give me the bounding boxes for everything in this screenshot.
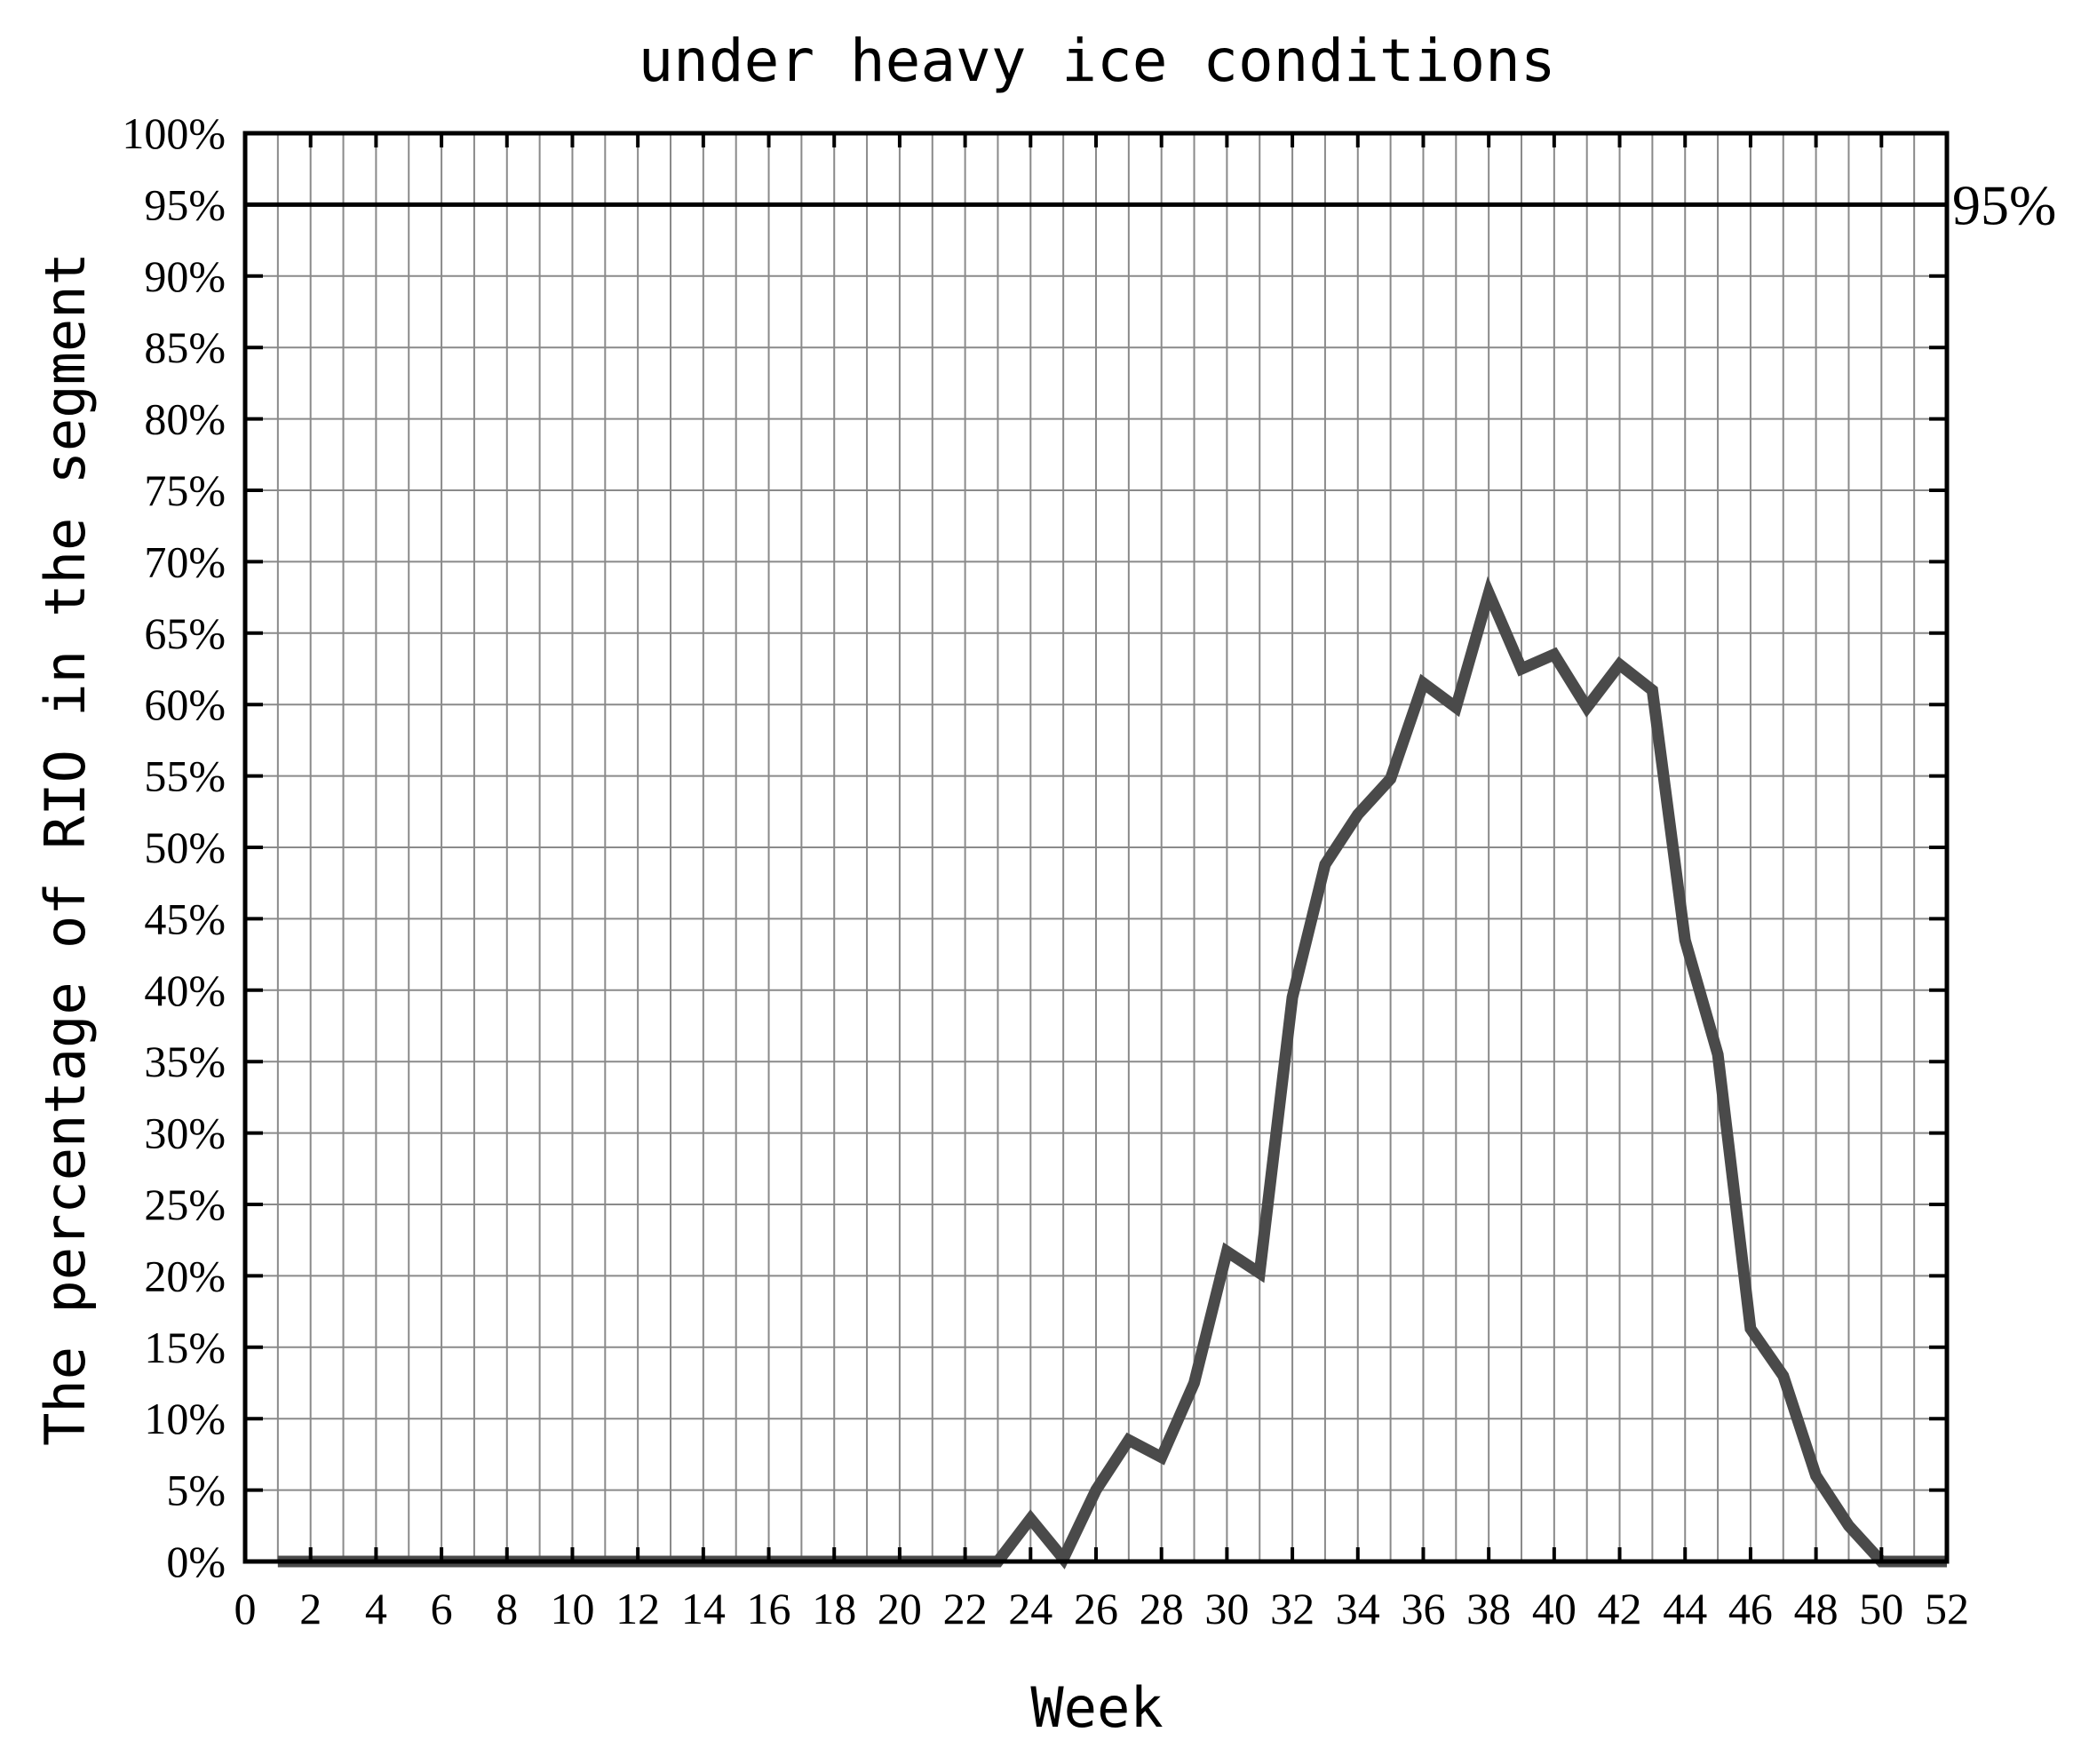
y-tick-label: 20% bbox=[144, 1251, 226, 1300]
x-tick-label: 46 bbox=[1728, 1584, 1773, 1633]
chart-title: under heavy ice conditions bbox=[638, 27, 1555, 95]
x-tick-label: 6 bbox=[431, 1584, 453, 1633]
x-tick-label: 48 bbox=[1794, 1584, 1839, 1633]
y-tick-label: 65% bbox=[144, 608, 226, 658]
x-tick-label: 12 bbox=[616, 1584, 660, 1633]
gridlines bbox=[245, 133, 1947, 1561]
x-tick-label: 2 bbox=[299, 1584, 322, 1633]
x-tick-label: 50 bbox=[1859, 1584, 1903, 1633]
x-tick-label: 34 bbox=[1336, 1584, 1380, 1633]
y-tick-label: 0% bbox=[166, 1537, 226, 1586]
y-tick-label: 40% bbox=[144, 965, 226, 1015]
y-tick-label: 25% bbox=[144, 1180, 226, 1229]
x-tick-label: 20 bbox=[878, 1584, 922, 1633]
x-tick-label: 52 bbox=[1925, 1584, 1969, 1633]
series-layer bbox=[277, 576, 1947, 1569]
y-tick-label: 80% bbox=[144, 394, 226, 444]
y-tick-label: 15% bbox=[144, 1323, 226, 1372]
x-tick-label: 28 bbox=[1140, 1584, 1184, 1633]
y-tick-label: 30% bbox=[144, 1108, 226, 1158]
y-tick-label: 60% bbox=[144, 679, 226, 729]
y-tick-label: 10% bbox=[144, 1394, 226, 1443]
y-tick-label: 85% bbox=[144, 322, 226, 372]
y-tick-label: 100% bbox=[122, 108, 226, 158]
x-tick-labels: 0 2 4 6 8 10 12 14 16 18 20 22 24 26 28 30 32 34 36 38 40 42 4… bbox=[234, 1584, 1970, 1633]
tick-marks bbox=[243, 131, 1949, 1563]
x-tick-label: 4 bbox=[365, 1584, 387, 1633]
x-tick-label: 32 bbox=[1270, 1584, 1315, 1633]
x-tick-label: 44 bbox=[1663, 1584, 1707, 1633]
reference-line-group: 95% bbox=[245, 173, 2056, 236]
y-tick-label: 5% bbox=[166, 1466, 226, 1515]
x-axis-title: Week bbox=[1030, 1675, 1163, 1740]
x-tick-label: 22 bbox=[943, 1584, 988, 1633]
x-tick-label: 38 bbox=[1466, 1584, 1511, 1633]
y-tick-label: 75% bbox=[144, 465, 226, 515]
x-tick-label: 8 bbox=[496, 1584, 518, 1633]
y-tick-label: 50% bbox=[144, 822, 226, 872]
x-tick-label: 18 bbox=[812, 1584, 856, 1633]
x-tick-label: 36 bbox=[1401, 1584, 1445, 1633]
reference-line-label: 95% bbox=[1952, 173, 2056, 236]
y-tick-labels: 0% 5% 10% 15% 20% 25% 30% 35% 40% 45% 50% 55% 60% 65%… bbox=[122, 108, 226, 1586]
y-tick-label: 45% bbox=[144, 894, 226, 943]
y-tick-label: 95% bbox=[144, 179, 226, 229]
x-tick-label: 0 bbox=[234, 1584, 257, 1633]
y-axis-title: The percentage of RIO in the segment bbox=[33, 252, 98, 1446]
x-tick-label: 30 bbox=[1204, 1584, 1249, 1633]
x-tick-label: 16 bbox=[747, 1584, 791, 1633]
y-tick-label: 55% bbox=[144, 751, 226, 801]
x-tick-label: 40 bbox=[1532, 1584, 1577, 1633]
x-tick-label: 14 bbox=[681, 1584, 726, 1633]
x-tick-label: 10 bbox=[550, 1584, 594, 1633]
series-line bbox=[277, 576, 1947, 1569]
x-tick-label: 42 bbox=[1598, 1584, 1642, 1633]
y-tick-label: 90% bbox=[144, 251, 226, 301]
y-tick-label: 70% bbox=[144, 536, 226, 586]
x-tick-label: 24 bbox=[1008, 1584, 1052, 1633]
x-tick-label: 26 bbox=[1074, 1584, 1118, 1633]
y-tick-label: 35% bbox=[144, 1037, 226, 1086]
